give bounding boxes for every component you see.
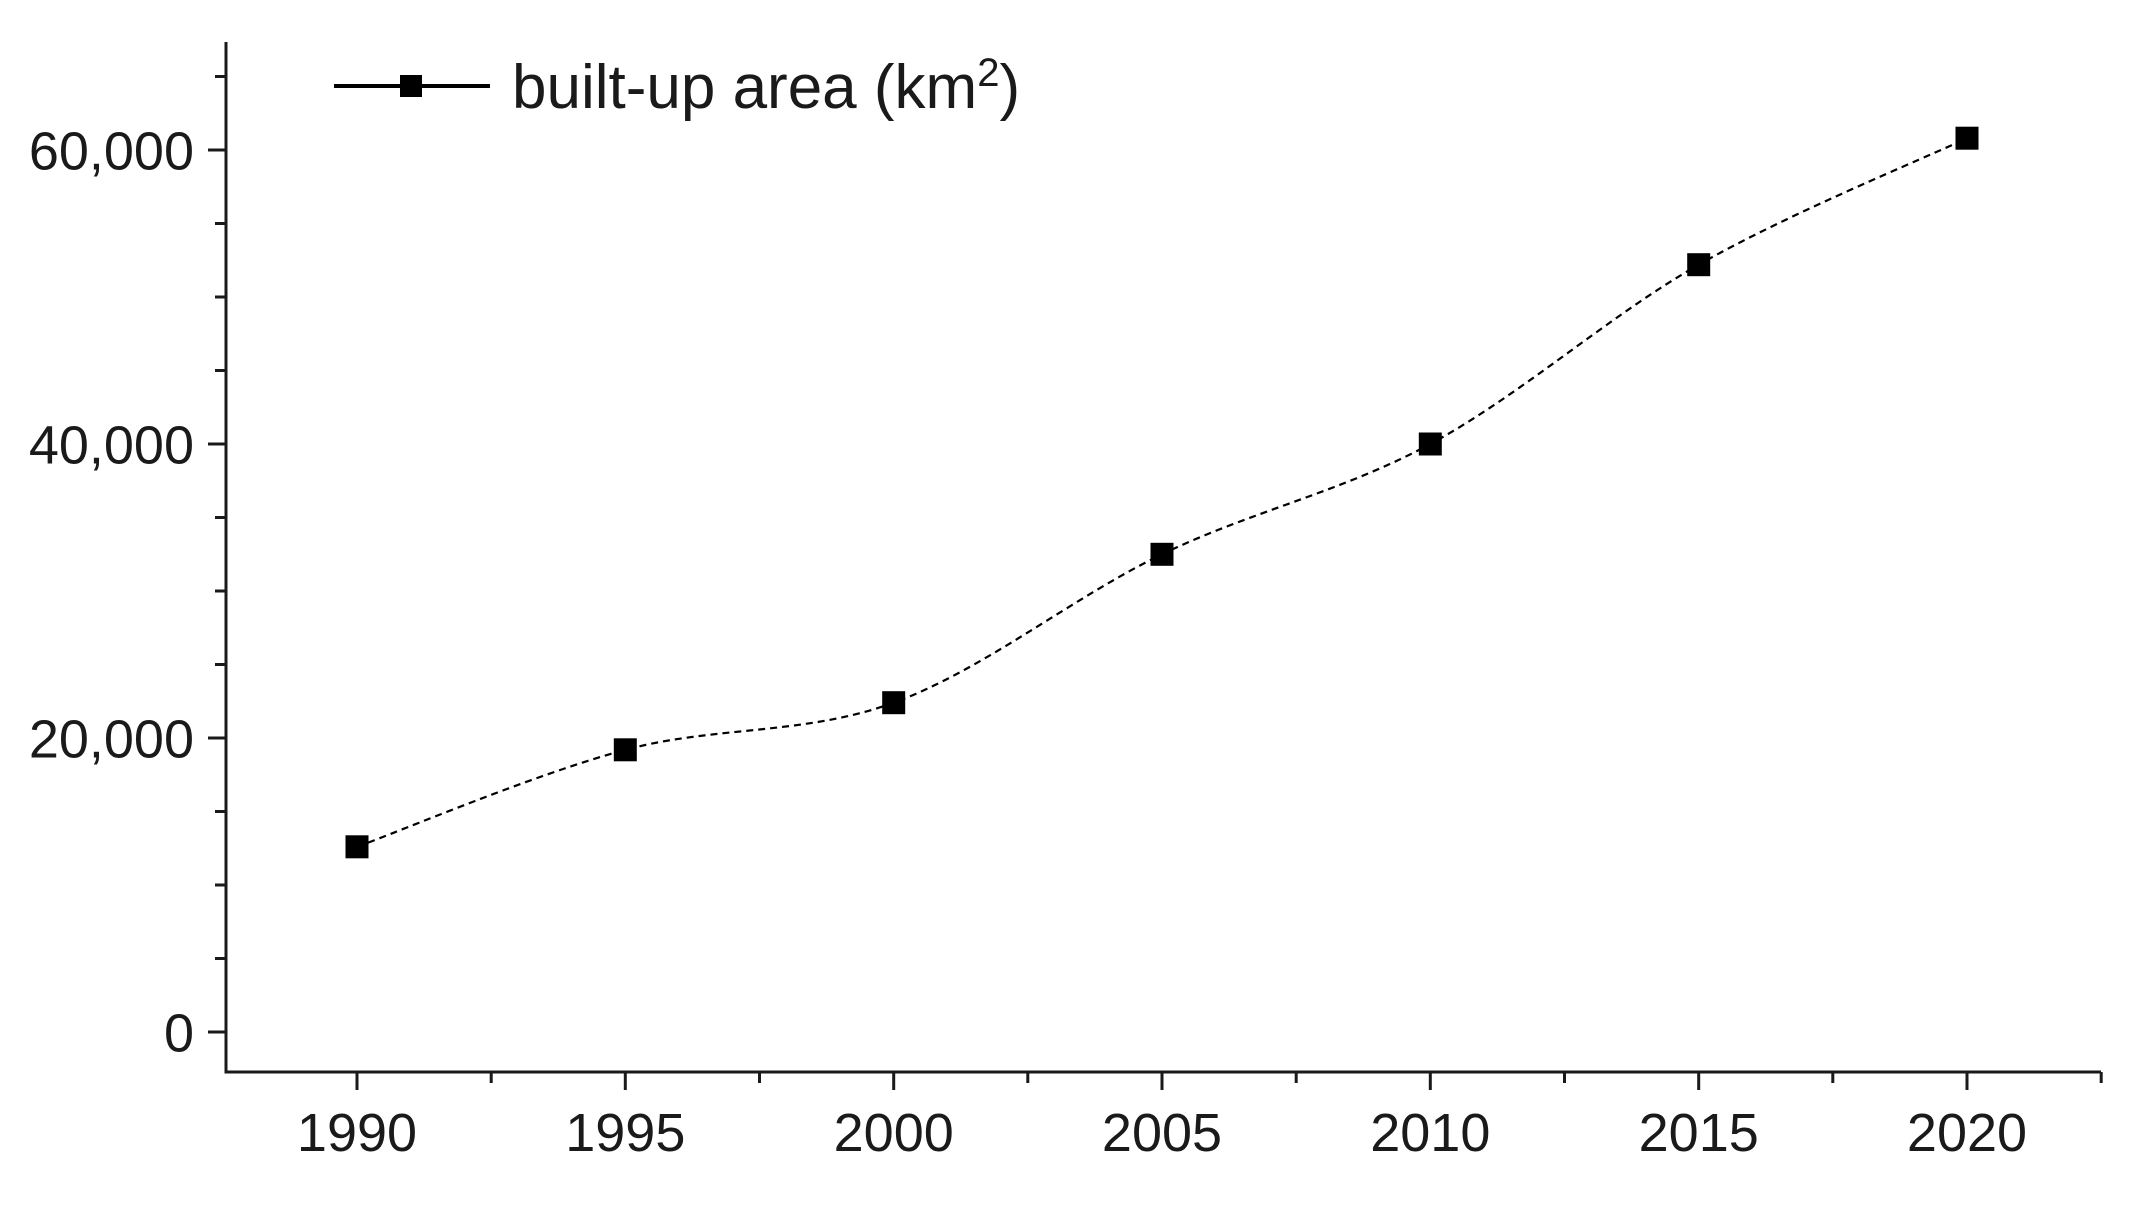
x-axis-tick-label: 2015 bbox=[1639, 1103, 1759, 1163]
data-series bbox=[345, 126, 1979, 859]
y-axis-tick-label: 0 bbox=[164, 1003, 194, 1063]
y-axis-tick-label: 60,000 bbox=[29, 121, 194, 181]
x-axis-tick-label: 1995 bbox=[565, 1103, 685, 1163]
x-axis-tick-label: 2010 bbox=[1370, 1103, 1490, 1163]
axis-frame bbox=[224, 42, 2101, 1074]
x-axis-tick-label: 1990 bbox=[297, 1103, 417, 1163]
legend-label: built-up area (km2) bbox=[512, 51, 1020, 122]
legend-marker-icon bbox=[400, 75, 422, 97]
axes: 0 20,000 40,000 60,000 1990 1995 2000 2005 2010 2… bbox=[29, 42, 2103, 1163]
data-point-marker bbox=[613, 738, 637, 762]
x-axis-tick-label: 2020 bbox=[1907, 1103, 2027, 1163]
x-axis-tick-label: 2000 bbox=[834, 1103, 954, 1163]
data-line bbox=[356, 137, 1968, 848]
y-axis-tick-label: 40,000 bbox=[29, 415, 194, 475]
data-point-marker bbox=[345, 835, 369, 859]
data-point-marker bbox=[1150, 542, 1174, 566]
data-point-marker bbox=[882, 691, 906, 715]
data-point-marker bbox=[1418, 432, 1442, 456]
y-axis-tick-label: 20,000 bbox=[29, 709, 194, 769]
data-point-marker bbox=[1687, 253, 1711, 277]
x-axis-tick-label: 2005 bbox=[1102, 1103, 1222, 1163]
data-point-marker bbox=[1955, 126, 1979, 150]
legend: built-up area (km2) bbox=[334, 51, 1020, 122]
